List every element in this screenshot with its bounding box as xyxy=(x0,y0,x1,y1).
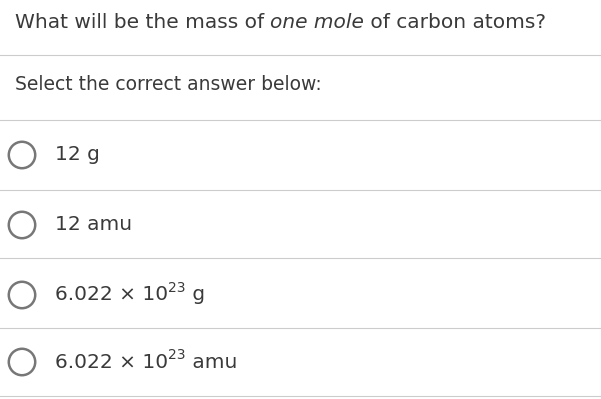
Text: 12 g: 12 g xyxy=(55,146,100,164)
Text: 12 amu: 12 amu xyxy=(55,215,132,235)
Text: What will be the mass of: What will be the mass of xyxy=(15,12,270,32)
Text: 6.022 × 10: 6.022 × 10 xyxy=(55,352,168,371)
Text: of carbon atoms?: of carbon atoms? xyxy=(364,12,546,32)
Text: 6.022 × 10: 6.022 × 10 xyxy=(55,286,168,304)
Text: Select the correct answer below:: Select the correct answer below: xyxy=(15,75,322,95)
Text: amu: amu xyxy=(186,352,237,371)
Text: g: g xyxy=(186,286,205,304)
Text: 23: 23 xyxy=(168,348,186,362)
Text: 23: 23 xyxy=(168,281,186,295)
Text: one mole: one mole xyxy=(270,12,364,32)
